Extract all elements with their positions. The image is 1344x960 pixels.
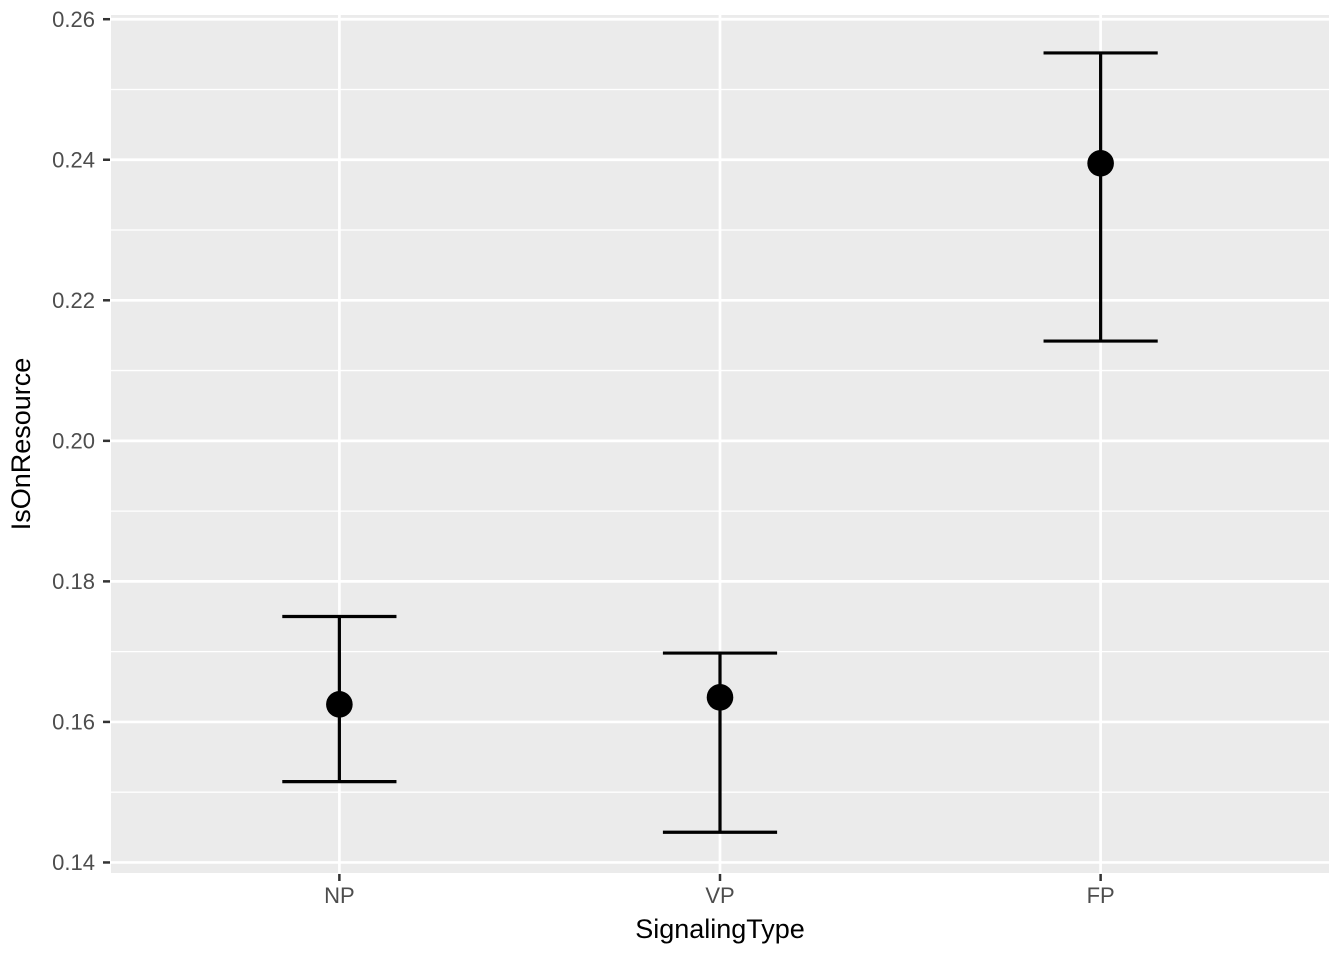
y-tick-label: 0.16 bbox=[52, 710, 95, 735]
x-tick-label: VP bbox=[705, 883, 734, 908]
x-tick-label: NP bbox=[324, 883, 355, 908]
y-tick-label: 0.24 bbox=[52, 147, 95, 172]
y-tick-label: 0.20 bbox=[52, 429, 95, 454]
y-axis-title: IsOnResource bbox=[6, 358, 36, 531]
y-tick-label: 0.18 bbox=[52, 569, 95, 594]
data-point bbox=[706, 684, 734, 711]
data-point bbox=[1087, 149, 1114, 177]
x-tick-label: FP bbox=[1087, 883, 1115, 908]
x-axis-title: SignalingType bbox=[635, 914, 805, 944]
data-point bbox=[326, 691, 353, 718]
y-tick-label: 0.14 bbox=[52, 850, 95, 875]
y-tick-label: 0.26 bbox=[52, 7, 95, 32]
y-tick-label: 0.22 bbox=[52, 288, 95, 313]
